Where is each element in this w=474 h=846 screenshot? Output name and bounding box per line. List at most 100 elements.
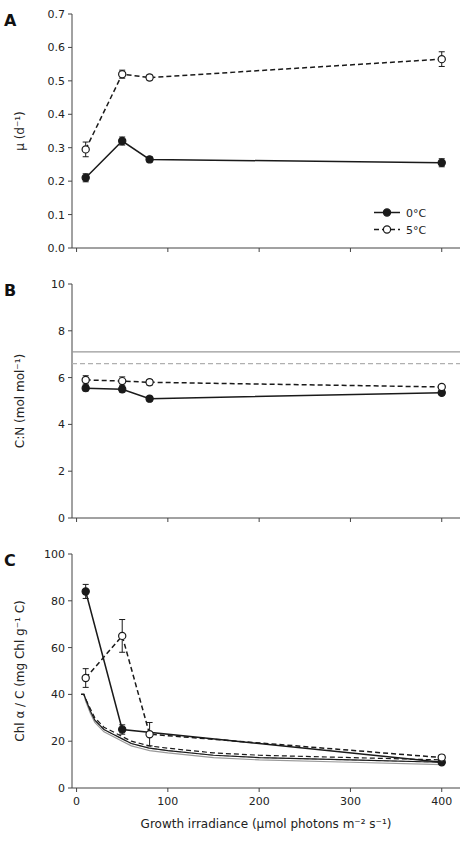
panel-label: C: [4, 551, 16, 570]
model-curve: [81, 694, 442, 764]
error-bar: [119, 377, 125, 385]
plot-area: [82, 52, 445, 182]
error-bar: [83, 669, 89, 688]
x-tick: [441, 518, 442, 522]
legend: 0°C5°C: [374, 207, 426, 237]
data-point: [82, 376, 89, 383]
data-point: [119, 137, 126, 144]
y-tick: [68, 377, 72, 378]
data-point: [119, 386, 126, 393]
y-tick-label: 60: [51, 642, 65, 655]
error-bar: [439, 52, 445, 67]
y-tick: [68, 471, 72, 472]
model-curve: [81, 694, 442, 760]
panel: 0204060801000100200300400CChl α / C (mg …: [4, 548, 460, 831]
y-tick-label: 0: [58, 782, 65, 795]
data-point: [438, 56, 445, 63]
x-tick: [350, 518, 351, 522]
y-tick-label: 0.1: [48, 209, 66, 222]
y-axis-label: Chl α / C (mg Chl g⁻¹ C): [13, 600, 27, 741]
panel: 0.00.10.20.30.40.50.60.7Aμ (d⁻¹)0°C5°C: [4, 8, 460, 255]
x-tick: [259, 248, 260, 252]
series-line: [86, 141, 442, 178]
error-bar: [83, 142, 89, 157]
y-tick: [68, 181, 72, 182]
reference-line: [72, 363, 460, 364]
x-axis: [72, 788, 460, 789]
y-tick-label: 100: [44, 548, 65, 561]
x-tick: [76, 788, 77, 792]
legend-marker: [383, 226, 390, 233]
error-bar: [147, 722, 153, 745]
x-tick-label: 400: [431, 795, 452, 808]
x-tick: [259, 788, 260, 792]
y-tick: [68, 284, 72, 285]
x-tick: [76, 518, 77, 522]
y-tick: [68, 214, 72, 215]
x-tick: [167, 248, 168, 252]
x-tick: [441, 248, 442, 252]
y-axis-label: C:N (mol mol⁻¹): [13, 354, 27, 448]
y-tick: [68, 424, 72, 425]
error-bar: [83, 376, 89, 384]
error-bar: [83, 584, 89, 598]
error-bar: [147, 75, 153, 80]
data-point: [146, 731, 153, 738]
model-curve: [81, 694, 442, 762]
x-axis: [72, 518, 460, 519]
y-tick: [68, 80, 72, 81]
data-point: [438, 159, 445, 166]
y-tick-label: 20: [51, 735, 65, 748]
y-tick-label: 0.3: [48, 142, 66, 155]
y-tick: [68, 554, 72, 555]
plot-area: [72, 352, 460, 402]
series-line: [86, 591, 442, 762]
panel: 0246810BC:N (mol mol⁻¹): [4, 278, 460, 525]
y-tick: [68, 788, 72, 789]
error-bar: [119, 137, 125, 145]
y-tick-label: 0: [58, 512, 65, 525]
error-bar: [119, 70, 125, 78]
y-tick-label: 0.6: [48, 41, 66, 54]
y-tick: [68, 600, 72, 601]
x-tick: [350, 248, 351, 252]
y-tick: [68, 248, 72, 249]
data-point: [146, 379, 153, 386]
x-tick-label: 200: [249, 795, 270, 808]
data-point: [438, 754, 445, 761]
x-axis-label: Growth irradiance (μmol photons m⁻² s⁻¹): [141, 817, 392, 831]
y-tick: [68, 647, 72, 648]
y-tick: [68, 147, 72, 148]
series-line: [86, 380, 442, 387]
data-point: [119, 378, 126, 385]
y-tick-label: 2: [58, 465, 65, 478]
x-tick: [167, 788, 168, 792]
reference-line: [72, 351, 460, 352]
y-tick: [68, 741, 72, 742]
x-tick: [350, 788, 351, 792]
y-axis: [72, 554, 73, 788]
error-bar: [439, 159, 445, 167]
y-tick-label: 0.5: [48, 75, 66, 88]
panel-label: B: [4, 281, 16, 300]
error-bar: [147, 379, 153, 385]
figure: 0.00.10.20.30.40.50.60.7Aμ (d⁻¹)0°C5°C02…: [0, 0, 474, 846]
data-point: [119, 632, 126, 639]
y-tick: [68, 518, 72, 519]
x-tick: [259, 518, 260, 522]
error-bar: [119, 725, 125, 734]
error-bar: [119, 620, 125, 653]
error-bar: [119, 386, 125, 392]
y-tick: [68, 330, 72, 331]
x-tick-label: 0: [73, 795, 80, 808]
legend-label: 0°C: [406, 207, 426, 220]
data-point: [82, 174, 89, 181]
data-point: [438, 383, 445, 390]
data-point: [119, 71, 126, 78]
data-point: [119, 726, 126, 733]
x-axis: [72, 248, 460, 249]
y-tick: [68, 694, 72, 695]
panel-label: A: [4, 11, 17, 30]
legend-marker: [383, 209, 390, 216]
model-curve: [81, 694, 442, 762]
